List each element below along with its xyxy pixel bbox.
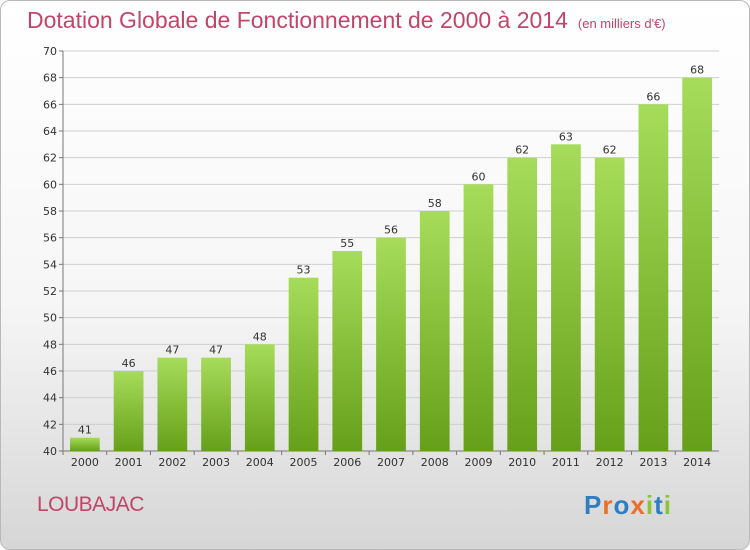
bar-value-label: 53 [297,264,311,277]
bar-value-label: 47 [209,344,223,357]
logo-letter: i [663,490,672,520]
bar-value-label: 58 [428,197,442,210]
y-tick-label: 64 [43,125,57,138]
bar [376,237,406,451]
x-tick-label: 2014 [683,456,711,469]
bar-value-label: 55 [340,237,354,250]
x-tick-label: 2010 [508,456,536,469]
logo-letter: x [630,490,646,520]
y-tick-label: 52 [43,285,57,298]
bar-value-label: 56 [384,224,398,237]
y-tick-label: 56 [43,232,57,245]
bar [69,437,100,451]
x-tick-label: 2012 [596,456,624,469]
x-tick-label: 2009 [464,456,492,469]
y-tick-label: 50 [43,312,57,325]
y-tick-label: 70 [43,45,57,58]
bar [682,77,713,452]
x-tick-label: 2002 [158,456,186,469]
bars [69,77,713,452]
bar [638,104,669,451]
y-tick-label: 48 [43,338,57,351]
bar [594,157,625,451]
y-tick-label: 46 [43,365,57,378]
town-name: LOUBAJAC [37,493,144,516]
logo-letter: o [613,490,631,520]
y-tick-label: 42 [43,418,57,431]
bar-value-label: 47 [165,344,179,357]
bar-value-label: 66 [646,90,660,103]
x-tick-label: 2008 [421,456,449,469]
x-tick-label: 2000 [71,456,99,469]
bar [463,184,494,452]
chart-subtitle: (en milliers d'€) [577,16,666,31]
bar [419,211,450,451]
bar-value-label: 63 [559,130,573,143]
x-tick-label: 2006 [333,456,361,469]
bar-value-label: 62 [603,144,617,157]
x-tick-label: 2013 [639,456,667,469]
y-tick-label: 44 [43,392,57,405]
proxiti-logo: Proxiti [584,490,672,521]
bar [288,277,319,451]
bar-value-label: 41 [78,424,92,437]
logo-letter: r [602,490,614,520]
bar [244,344,275,451]
bar [507,157,538,451]
logo-letter: i [645,490,655,520]
data-labels: 41 46 47 47 48 53 55 56 58 60 62 63 62 66 68 [78,64,704,437]
x-tick-label: 2005 [290,456,318,469]
bar-value-label: 60 [471,170,485,183]
y-tick-label: 54 [43,258,57,271]
chart-title: Dotation Globale de Fonctionnement de 20… [27,7,568,33]
logo-letter: P [584,490,603,520]
bar [201,357,231,451]
y-tick-label: 60 [43,178,57,191]
y-tick-label: 66 [43,98,57,111]
bar-value-label: 68 [690,64,704,77]
chart-title-block: Dotation Globale de Fonctionnement de 20… [27,7,666,34]
bar [157,357,188,451]
y-tick-label: 62 [43,152,57,165]
x-tick-label: 2001 [115,456,143,469]
bar-value-label: 46 [122,357,136,370]
y-tick-label: 40 [43,445,57,458]
y-tick-label: 68 [43,72,57,85]
x-tick-label: 2004 [246,456,274,469]
x-tick-label: 2011 [552,456,580,469]
x-tick-label: 2003 [202,456,230,469]
bar-value-label: 48 [253,330,267,343]
x-tick-label: 2007 [377,456,405,469]
bar [551,144,581,452]
bar [332,251,363,451]
logo-letter: t [654,490,664,520]
bar [113,371,144,451]
y-tick-label: 58 [43,205,57,218]
bar-value-label: 62 [515,144,529,157]
